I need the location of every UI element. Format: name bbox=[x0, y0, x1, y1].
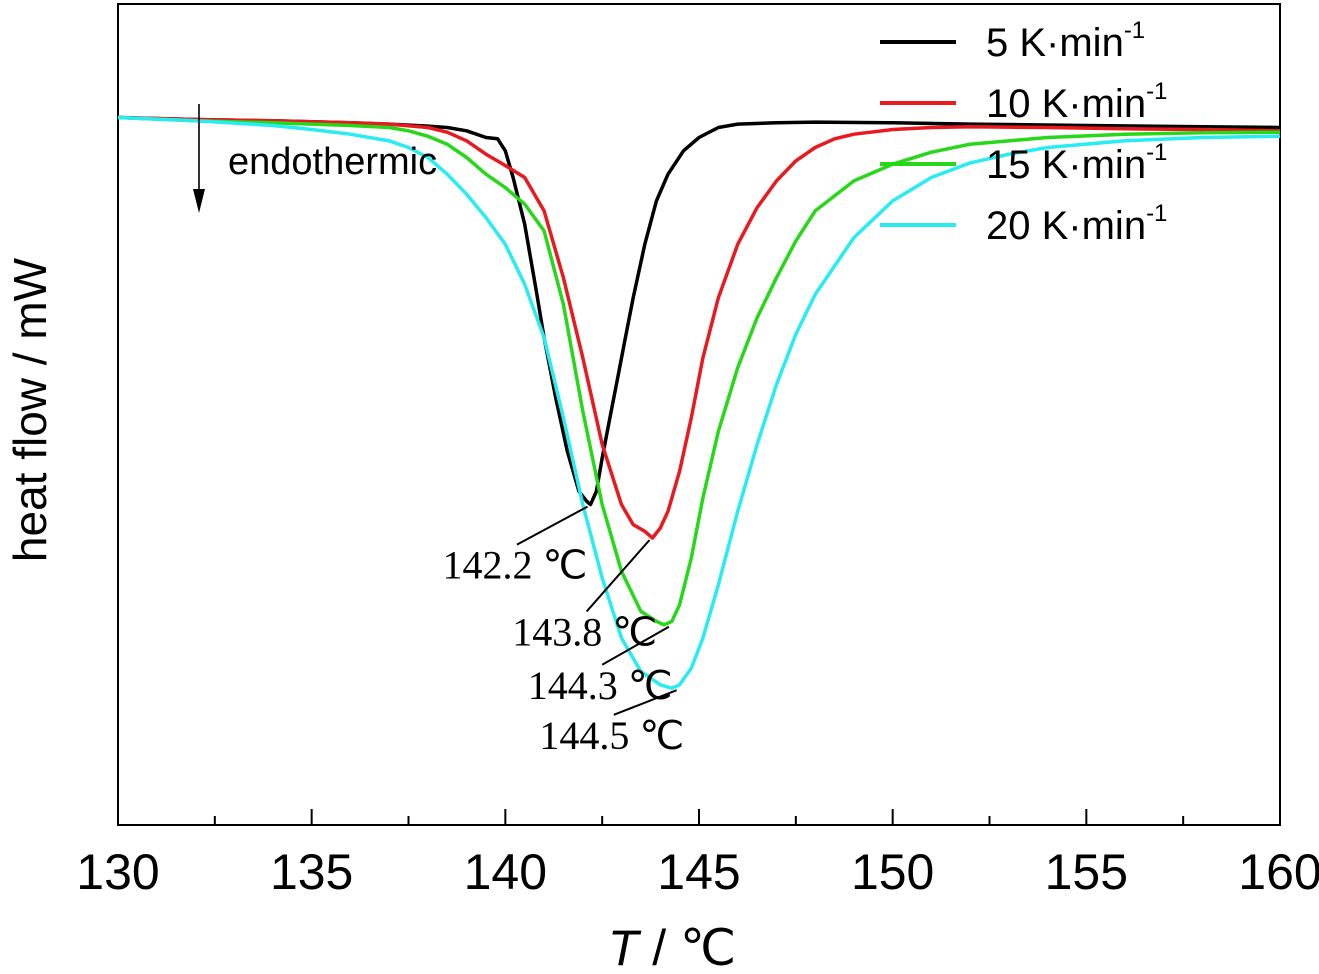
series-line-3 bbox=[117, 115, 1281, 627]
x-axis-label-var: T bbox=[608, 920, 642, 974]
legend-label-2: 10 K·min-1 bbox=[986, 78, 1167, 126]
endothermic-arrow-head bbox=[193, 189, 205, 213]
x-axis-label-unit: / ℃ bbox=[638, 920, 736, 974]
peak-leader-line bbox=[585, 539, 651, 613]
x-tick-label: 160 bbox=[1238, 844, 1319, 900]
series-line-2 bbox=[117, 115, 1281, 540]
x-tick-label: 135 bbox=[270, 844, 353, 900]
peak-label-4: 144.5 ℃ bbox=[539, 713, 684, 758]
x-axis-ticks: 130 135 140 145 150 155 160 bbox=[76, 809, 1319, 900]
legend-label-4: 20 K·min-1 bbox=[986, 200, 1167, 248]
peak-leader-line bbox=[613, 689, 677, 716]
peak-label-2: 143.8 ℃ bbox=[512, 609, 657, 654]
peak-leader-line bbox=[516, 505, 589, 546]
x-tick-label: 155 bbox=[1045, 844, 1128, 900]
endothermic-label: endothermic bbox=[228, 141, 437, 183]
x-axis-label: T / ℃ bbox=[608, 920, 736, 974]
peak-label-1: 142.2 ℃ bbox=[442, 543, 587, 588]
legend: 5 K·min-1 10 K·min-1 15 K·min-1 20 K·min-1 bbox=[880, 17, 1167, 248]
x-tick-label: 150 bbox=[851, 844, 934, 900]
series-line-1 bbox=[117, 115, 1281, 507]
legend-label-1: 5 K·min-1 bbox=[986, 17, 1145, 65]
peak-leader-line bbox=[601, 625, 670, 666]
y-axis-label: heat flow / mW bbox=[4, 257, 56, 562]
series-layer bbox=[117, 115, 1281, 690]
legend-label-3: 15 K·min-1 bbox=[986, 139, 1167, 187]
endothermic-indicator: endothermic bbox=[193, 104, 437, 213]
x-tick-label: 130 bbox=[76, 844, 159, 900]
x-tick-label: 145 bbox=[657, 844, 740, 900]
series-line-4 bbox=[117, 115, 1281, 690]
x-tick-label: 140 bbox=[464, 844, 547, 900]
